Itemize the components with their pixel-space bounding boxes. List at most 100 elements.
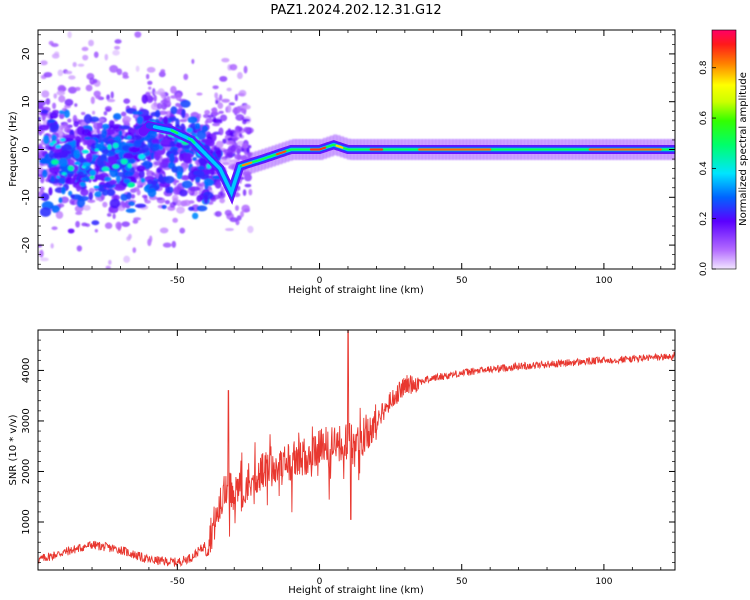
spectrogram-band-blob <box>193 170 205 177</box>
spectrogram-noise-blob <box>171 194 179 202</box>
spectrogram-noise-blob <box>81 222 88 227</box>
spectrogram-noise-blob <box>242 118 251 122</box>
spectrogram-band-blob <box>169 140 176 148</box>
spectrogram-band-blob <box>113 113 122 120</box>
spectrogram-noise-blob <box>72 62 77 68</box>
spectrogram-band-blob <box>101 188 109 196</box>
spectrogram-noise-blob <box>38 145 43 150</box>
spectrogram-noise-blob <box>238 126 243 132</box>
spectrogram-noise-blob <box>156 102 163 110</box>
spectrogram-band-blob <box>201 125 209 133</box>
spectrogram-band-blob <box>153 152 161 160</box>
spectrogram-noise-blob <box>234 153 242 160</box>
spectrogram-noise-blob <box>50 43 59 48</box>
spectrogram-noise-blob <box>75 220 80 228</box>
spectrogram-band-blob <box>38 124 50 131</box>
spectrogram-noise-blob <box>39 289 43 296</box>
spectrogram-speck <box>126 135 132 140</box>
spectrogram-band-blob <box>214 180 222 189</box>
spectrogram-noise-blob <box>132 219 139 224</box>
spectrogram-noise-blob <box>104 222 113 229</box>
spectrogram-x-label: Height of straight line (km) <box>288 285 424 296</box>
spectrogram-band-blob <box>84 175 90 183</box>
spectrogram-band-blob <box>49 123 59 133</box>
spectrogram-band-blob <box>191 212 199 220</box>
spectrogram-noise-blob <box>38 116 41 122</box>
spectrogram-band-blob <box>97 184 104 193</box>
spectrogram-noise-blob <box>225 227 234 232</box>
spectrogram-noise-blob <box>90 96 95 105</box>
spectrogram-noise-blob <box>236 17 242 23</box>
spectrogram-noise-blob <box>145 73 150 80</box>
spectrogram-noise-blob <box>109 120 115 126</box>
spectrogram-noise-blob <box>153 101 158 108</box>
spectrogram-band-blob <box>203 194 209 205</box>
spectrogram-band-blob <box>75 139 80 148</box>
colorbar-tick-label: 0.6 <box>699 111 709 126</box>
spectrogram-speck <box>94 148 100 152</box>
spectrogram-speck <box>186 127 193 133</box>
spectrogram-noise-blob <box>87 199 96 203</box>
spectrogram-noise-blob <box>241 204 250 213</box>
spectrogram-noise-blob <box>92 110 96 115</box>
ridge-hot-segment <box>241 161 253 167</box>
spectrogram-noise-blob <box>108 259 112 265</box>
spectrogram-noise-blob <box>93 90 101 98</box>
spectrogram-noise-blob <box>179 227 186 234</box>
spectrogram-band-blob <box>134 203 147 209</box>
spectrogram-band-blob <box>83 114 93 124</box>
spectrogram-noise-blob <box>226 87 232 92</box>
snr-frame <box>37 329 676 571</box>
spectrogram-noise-blob <box>221 57 230 63</box>
spectrogram-noise-blob <box>151 172 156 177</box>
spectrogram-noise-blob <box>237 71 243 80</box>
spectrogram-noise-blob <box>222 149 232 154</box>
spectrogram-band-blob <box>51 134 57 142</box>
spectrogram-noise-blob <box>116 68 123 76</box>
spectrogram-noise-blob <box>212 85 219 90</box>
spectrogram-noise-blob <box>114 45 121 50</box>
spectrogram-band-blob <box>164 175 175 184</box>
spectrogram-noise-blob <box>160 92 166 100</box>
spectrogram-noise-blob <box>41 361 50 368</box>
spectrogram-noise-blob <box>146 66 156 73</box>
spectrogram-noise-blob <box>126 348 130 352</box>
spectrogram-noise-blob <box>161 102 167 110</box>
spectrogram-band-blob <box>196 205 208 212</box>
spectrogram-speck <box>82 162 91 167</box>
spectrogram-noise-blob <box>121 202 127 209</box>
spectrogram-noise-blob <box>159 227 169 234</box>
spectrogram-noise-blob <box>53 93 58 99</box>
spectrogram-band-blob <box>98 162 107 168</box>
spectrogram-band-blob <box>123 171 135 177</box>
spectrogram-band-blob <box>120 193 128 202</box>
spectrogram-noise-blob <box>175 102 181 107</box>
spectrogram-noise-blob <box>39 249 44 258</box>
spectrogram-band-blob <box>101 149 109 155</box>
spectrogram-noise-blob <box>153 94 157 102</box>
spectrogram-speck <box>94 143 103 149</box>
colorbar-tick-label: 0.0 <box>699 262 709 277</box>
spectrogram-band-blob <box>162 116 169 126</box>
spectrogram-noise-blob <box>141 194 148 199</box>
spectrogram-noise-blob <box>51 53 60 59</box>
spectrogram-noise-blob <box>242 104 251 110</box>
spectrogram-band-blob <box>214 149 222 155</box>
spectrogram-noise-blob <box>64 98 74 107</box>
spectrogram-noise-blob <box>172 217 178 223</box>
spectrogram-band-blob <box>119 125 131 130</box>
spectrogram-band-blob <box>87 130 92 139</box>
spectrogram-band-blob <box>49 112 59 119</box>
spectrogram-noise-blob <box>72 114 78 123</box>
spectrogram-band-blob <box>107 188 116 197</box>
spectrogram-noise-blob <box>219 197 226 204</box>
spectrogram-speck <box>89 169 97 176</box>
spectrogram-noise-blob <box>133 187 140 192</box>
spectrogram-noise-blob <box>129 17 134 24</box>
spectrogram-noise-blob <box>218 110 224 114</box>
spectrogram-noise-blob <box>34 291 43 295</box>
spectrogram-band-blob <box>94 191 102 198</box>
spectrogram-noise-blob <box>244 173 252 182</box>
spectrogram-noise-blob <box>104 105 112 112</box>
spectrogram-noise-blob <box>148 86 152 90</box>
